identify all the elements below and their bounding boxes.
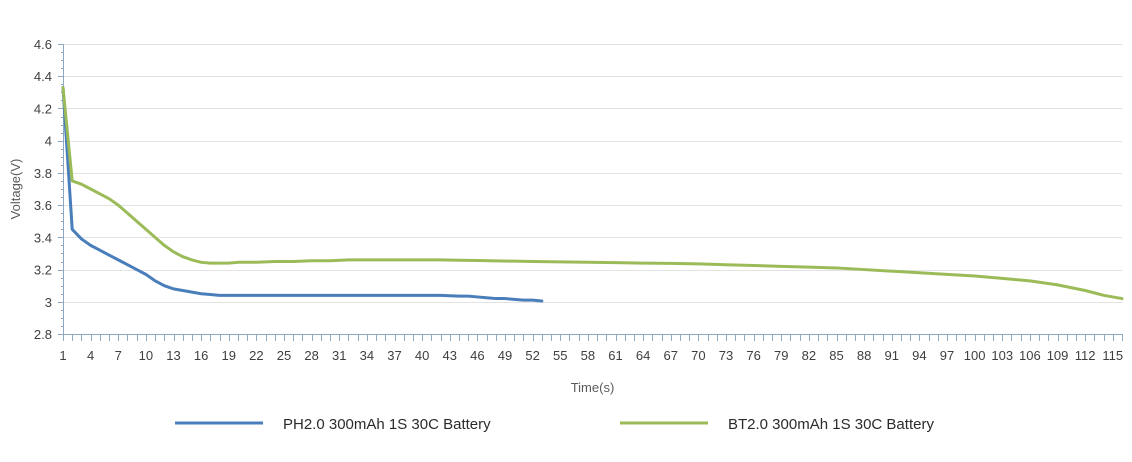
x-tick-label: 16 <box>194 348 208 363</box>
x-tick-label: 91 <box>885 348 899 363</box>
y-tick-label: 4.4 <box>34 69 52 84</box>
y-tick-labels-group: 2.8 3 3.2 3.4 3.6 3.8 4 4.2 4.4 4.6 <box>34 37 52 342</box>
x-tick-label: 88 <box>857 348 871 363</box>
x-tick-label: 58 <box>581 348 595 363</box>
x-tick-label: 64 <box>636 348 650 363</box>
series-line-1 <box>61 86 544 303</box>
x-axis-group <box>63 333 1123 341</box>
y-tick-label: 3 <box>45 295 52 310</box>
x-tick-label: 52 <box>525 348 539 363</box>
x-tick-label: 13 <box>166 348 180 363</box>
y-tick-label: 4.2 <box>34 101 52 116</box>
gridlines-group <box>63 44 1122 335</box>
x-tick-label: 19 <box>222 348 236 363</box>
x-tick-label: 115 <box>1102 348 1123 363</box>
legend-group: PH2.0 300mAh 1S 30C Battery BT2.0 300mAh … <box>175 416 934 433</box>
x-tick-label: 1 <box>59 348 66 363</box>
y-axis-title: Voltage(V) <box>8 159 23 220</box>
y-tick-label: 3.4 <box>34 230 52 245</box>
x-tick-label: 34 <box>360 348 374 363</box>
y-tick-label: 4 <box>45 134 52 149</box>
series-group <box>61 86 1124 303</box>
x-tick-label: 103 <box>991 348 1013 363</box>
x-axis-title: Time(s) <box>571 380 615 395</box>
x-tick-label: 76 <box>746 348 760 363</box>
axis-titles-group: Time(s) Voltage(V) <box>8 159 614 395</box>
series-line-2 <box>61 86 1124 301</box>
y-tick-label: 4.6 <box>34 37 52 52</box>
x-tick-label: 79 <box>774 348 788 363</box>
y-tick-label: 3.6 <box>34 198 52 213</box>
x-tick-label: 109 <box>1047 348 1069 363</box>
x-tick-label: 73 <box>719 348 733 363</box>
x-tick-label: 22 <box>249 348 263 363</box>
x-tick-label: 43 <box>443 348 457 363</box>
x-tick-label: 67 <box>664 348 678 363</box>
x-tick-label: 112 <box>1075 348 1096 363</box>
x-tick-label: 10 <box>139 348 153 363</box>
x-tick-label: 82 <box>802 348 816 363</box>
x-tick-label: 31 <box>332 348 346 363</box>
x-tick-label: 37 <box>387 348 401 363</box>
legend-label-1: PH2.0 300mAh 1S 30C Battery <box>283 416 491 433</box>
x-tick-label: 55 <box>553 348 567 363</box>
x-tick-label: 97 <box>940 348 954 363</box>
y-tick-label: 3.8 <box>34 166 52 181</box>
x-tick-label: 7 <box>115 348 122 363</box>
x-tick-labels-group: 1 4 7 10 13 16 19 22 25 28 31 34 37 40 43 46 49 52 55 58 61 6… <box>59 348 1123 363</box>
x-tick-label: 61 <box>608 348 622 363</box>
legend-label-2: BT2.0 300mAh 1S 30C Battery <box>728 416 934 433</box>
x-tick-label: 25 <box>277 348 291 363</box>
x-tick-label: 85 <box>829 348 843 363</box>
x-tick-label: 106 <box>1019 348 1041 363</box>
x-tick-label: 46 <box>470 348 484 363</box>
x-tick-label: 70 <box>691 348 705 363</box>
y-tick-label: 3.2 <box>34 263 52 278</box>
x-tick-label: 49 <box>498 348 512 363</box>
x-tick-label: 4 <box>87 348 94 363</box>
x-tick-label: 94 <box>912 348 926 363</box>
x-tick-label: 28 <box>304 348 318 363</box>
x-tick-label: 40 <box>415 348 429 363</box>
x-tick-label: 100 <box>964 348 986 363</box>
y-tick-label: 2.8 <box>34 327 52 342</box>
